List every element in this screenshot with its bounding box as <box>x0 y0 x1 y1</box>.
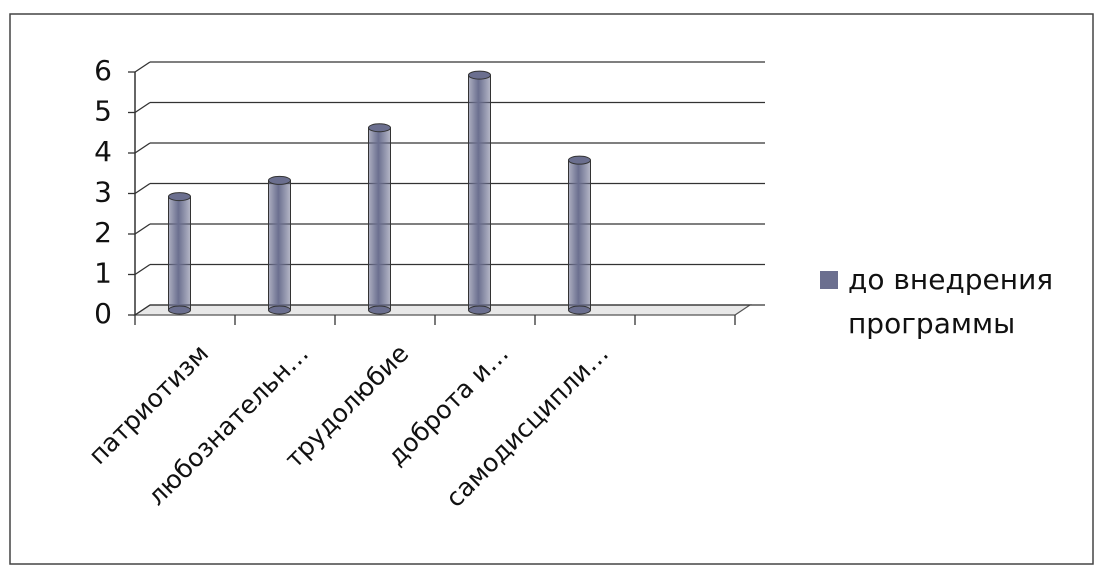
bar-body <box>568 159 591 311</box>
chart-frame <box>9 13 1094 565</box>
legend-swatch <box>820 271 838 289</box>
grid-connector <box>134 223 151 235</box>
bar-body <box>468 74 491 311</box>
grid-connector <box>134 101 151 114</box>
bar-base <box>468 305 491 315</box>
bar <box>268 175 291 315</box>
bar-body <box>168 196 191 311</box>
bar-base <box>568 305 591 315</box>
y-tick-label: 3 <box>94 176 112 209</box>
bar-top <box>468 70 491 80</box>
grid-connector <box>134 61 151 73</box>
bar-base <box>168 305 191 315</box>
bar-body <box>268 179 291 311</box>
floor <box>133 304 752 316</box>
bar-top <box>168 192 191 202</box>
y-tick-label: 2 <box>94 216 112 249</box>
y-tick-label: 5 <box>94 95 112 128</box>
bar-top <box>368 123 391 133</box>
bar <box>368 123 391 315</box>
legend-label: до внедрения программы <box>848 263 1054 340</box>
bar-top <box>268 175 291 185</box>
bar-base <box>368 305 391 315</box>
y-tick-label: 4 <box>94 135 112 168</box>
bar <box>168 192 191 315</box>
y-tick-label: 0 <box>94 297 112 330</box>
legend: до внедрения программы <box>820 258 1090 346</box>
bar-top <box>568 155 591 165</box>
bar-base <box>268 305 291 315</box>
grid-connector <box>134 304 151 316</box>
grid-connector <box>134 182 151 195</box>
bar-body <box>368 127 391 311</box>
grid-connector <box>134 142 151 154</box>
bar <box>568 155 591 315</box>
x-tick-label: самодисципли… <box>440 339 614 513</box>
y-tick-label: 6 <box>94 54 112 87</box>
y-tick-label: 1 <box>94 257 112 290</box>
grid-connector <box>134 263 151 276</box>
bar <box>468 70 491 315</box>
